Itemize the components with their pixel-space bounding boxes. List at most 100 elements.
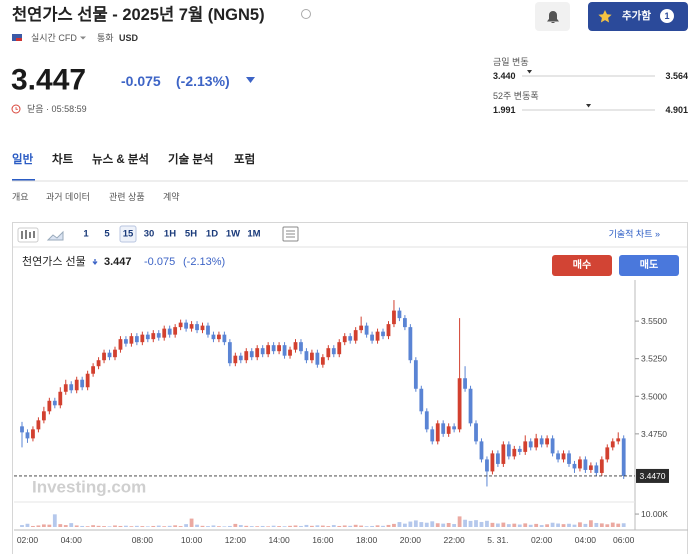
sub-tab[interactable]: 과거 데이터 bbox=[46, 192, 90, 202]
chart-title: 천연가스 선물 bbox=[22, 254, 86, 268]
indicator-icon bbox=[286, 230, 295, 238]
tab[interactable]: 포럼 bbox=[234, 153, 255, 166]
x-tick-label: 08:00 bbox=[132, 535, 154, 545]
candle-body bbox=[501, 444, 506, 464]
candle-body bbox=[41, 411, 46, 421]
volume-bar bbox=[392, 523, 396, 527]
x-tick-label: 22:00 bbox=[443, 535, 465, 545]
flag-stripe bbox=[16, 38, 22, 41]
technical-chart-link[interactable]: 기술적 차트 » bbox=[609, 228, 660, 239]
chart-widget bbox=[12, 222, 688, 554]
candle-body bbox=[534, 438, 539, 448]
candle-body bbox=[523, 441, 528, 452]
interval-button[interactable]: 5H bbox=[185, 229, 197, 240]
interval-button[interactable]: 1 bbox=[83, 229, 89, 240]
volume-bar bbox=[523, 523, 528, 527]
candle-body bbox=[550, 438, 555, 454]
volume-bar bbox=[545, 524, 550, 527]
volume-bar bbox=[200, 525, 205, 527]
add-watchlist-button[interactable] bbox=[588, 2, 688, 31]
volume-bar bbox=[353, 524, 358, 527]
info-icon[interactable] bbox=[301, 9, 311, 19]
volume-bar bbox=[610, 522, 615, 527]
candle-body bbox=[403, 318, 407, 328]
volume-bar bbox=[31, 525, 35, 527]
tab[interactable]: 기술 분석 bbox=[168, 152, 214, 166]
range-high: 4.901 bbox=[665, 105, 688, 115]
candle-body bbox=[331, 348, 336, 355]
interval-button[interactable]: 1H bbox=[164, 229, 176, 240]
interval-button[interactable]: 1M bbox=[247, 229, 260, 240]
volume-bar bbox=[293, 525, 298, 527]
candle-body bbox=[419, 388, 424, 412]
candle-body bbox=[512, 448, 517, 457]
candle-body bbox=[162, 328, 167, 338]
candle-body bbox=[567, 453, 571, 464]
volume-bar bbox=[299, 525, 303, 527]
sub-tab[interactable]: 관련 상품 bbox=[109, 192, 145, 202]
candle-body bbox=[151, 333, 156, 340]
interval-button[interactable]: 15 bbox=[123, 229, 134, 240]
feed-label[interactable]: 실시간 CFD bbox=[31, 33, 77, 43]
area-icon[interactable] bbox=[46, 230, 64, 241]
down-arrow bbox=[246, 77, 255, 83]
volume-bar bbox=[189, 518, 194, 527]
volume-bar bbox=[490, 522, 495, 527]
candle-body bbox=[424, 411, 429, 430]
volume-bar bbox=[244, 525, 249, 527]
volume-bar bbox=[151, 525, 156, 527]
tab[interactable]: 일반 bbox=[12, 152, 34, 166]
volume-bar bbox=[173, 525, 178, 527]
buy-button[interactable] bbox=[552, 255, 612, 276]
candle-body bbox=[479, 441, 484, 460]
sub-tab[interactable]: 계약 bbox=[163, 191, 180, 202]
candle-body bbox=[452, 426, 457, 430]
candle-body bbox=[238, 355, 243, 361]
volume-bar bbox=[588, 520, 593, 527]
candle-body bbox=[217, 334, 221, 340]
main-tabs: 일반 차트 뉴스 & 분석 기술 분석 포럼 bbox=[12, 152, 255, 182]
interval-button[interactable]: 5 bbox=[104, 229, 110, 240]
candle-body bbox=[31, 429, 35, 439]
volume-bar bbox=[381, 525, 385, 527]
tab[interactable]: 뉴스 & 분석 bbox=[92, 152, 149, 166]
candle-body bbox=[69, 384, 74, 391]
volume-bar bbox=[468, 520, 473, 527]
candle-body bbox=[326, 348, 331, 358]
volume-bar bbox=[282, 526, 287, 527]
candle-body bbox=[288, 349, 292, 356]
y-tick-label: 3.5000 bbox=[641, 391, 667, 401]
candle-body bbox=[342, 336, 347, 343]
volume-bar bbox=[348, 525, 353, 527]
candle-body bbox=[430, 429, 435, 442]
sub-tabs: 개요 과거 데이터 관련 상품 계약 bbox=[12, 191, 180, 202]
candle-body bbox=[271, 345, 276, 352]
interval-button[interactable]: 1D bbox=[206, 229, 218, 240]
candle-icon bbox=[21, 230, 35, 239]
tab[interactable]: 차트 bbox=[52, 152, 74, 166]
y-tick-label: 3.5250 bbox=[641, 354, 667, 364]
volume-bar bbox=[594, 522, 599, 527]
interval-button[interactable]: 1W bbox=[226, 229, 240, 240]
candle-body bbox=[599, 459, 604, 473]
volume-bar bbox=[238, 525, 243, 527]
volume-bar bbox=[479, 521, 484, 527]
candle-body bbox=[277, 345, 281, 352]
candle-body bbox=[299, 342, 303, 352]
volume-bar bbox=[85, 526, 90, 527]
interval-button[interactable]: 30 bbox=[144, 229, 155, 240]
x-tick-label: 18:00 bbox=[356, 535, 378, 545]
candle-body bbox=[58, 391, 63, 406]
candle-body bbox=[293, 342, 298, 350]
volume-bar bbox=[167, 525, 172, 527]
candle-type-button[interactable] bbox=[17, 227, 39, 243]
volume-bar bbox=[156, 525, 161, 527]
sell-button[interactable] bbox=[619, 255, 679, 276]
sub-tab[interactable]: 개요 bbox=[12, 192, 29, 202]
volume-bar bbox=[506, 524, 511, 527]
indicator-button[interactable] bbox=[282, 226, 299, 242]
page-title: 천연가스 선물 - 2025년 7월 (NGN5) bbox=[12, 5, 265, 24]
range-high: 3.564 bbox=[665, 71, 688, 81]
volume-bar bbox=[266, 526, 271, 527]
candle-body bbox=[200, 325, 205, 331]
